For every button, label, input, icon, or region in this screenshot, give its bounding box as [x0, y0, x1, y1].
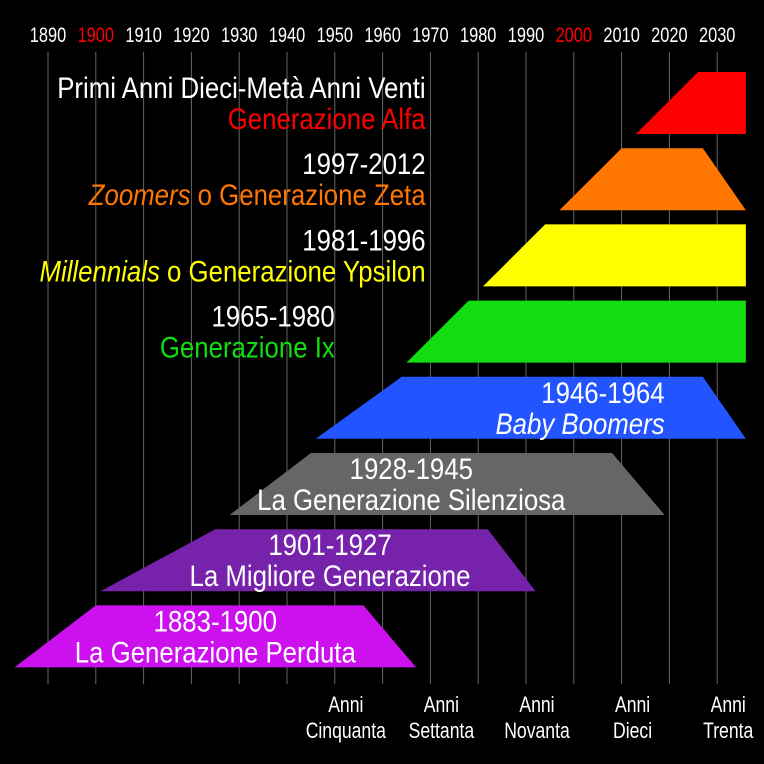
- decade-label-line2: Cinquanta: [306, 719, 387, 743]
- year-label-2010: 2010: [603, 23, 639, 46]
- year-label-2000: 2000: [556, 23, 592, 46]
- decade-labels: AnniCinquantaAnniSettantaAnniNovantaAnni…: [306, 693, 754, 743]
- generation-name-ypsilon: Millennials o Generazione Ypsilon: [39, 255, 425, 288]
- generation-name-part: Generazione Alfa: [228, 102, 426, 135]
- generation-years-silenziosa: 1928-1945: [350, 452, 473, 485]
- band-silenziosa: [229, 453, 665, 515]
- year-label-1930: 1930: [221, 23, 257, 46]
- generation-years-alfa: Primi Anni Dieci-Metà Anni Venti: [57, 71, 425, 104]
- band-alfa: [635, 72, 746, 134]
- generation-name-migliore: La Migliore Generazione: [190, 559, 471, 592]
- generation-name-part: La Migliore Generazione: [190, 559, 471, 592]
- year-label-1890: 1890: [30, 23, 66, 46]
- generation-name-perduta: La Generazione Perduta: [75, 636, 356, 669]
- year-label-1900: 1900: [78, 23, 114, 46]
- generation-name-part: Zoomers: [88, 178, 191, 211]
- generation-name-part: Millennials: [39, 255, 159, 288]
- year-label-1940: 1940: [269, 23, 305, 46]
- year-label-2030: 2030: [699, 23, 735, 46]
- generation-years-perduta: 1883-1900: [154, 605, 277, 638]
- band-ix: [406, 300, 746, 363]
- year-label-2020: 2020: [651, 23, 687, 46]
- decade-label-line2: Trenta: [703, 719, 754, 743]
- band-perduta: [14, 605, 417, 668]
- year-label-1990: 1990: [508, 23, 544, 46]
- year-label-1960: 1960: [364, 23, 400, 46]
- generation-name-alfa: Generazione Alfa: [228, 102, 426, 135]
- band-ypsilon: [482, 224, 746, 287]
- decade-label-line1: Anni: [424, 693, 459, 717]
- generation-name-part: Baby Boomers: [495, 407, 664, 440]
- year-label-1950: 1950: [317, 23, 353, 46]
- generation-name-zeta: Zoomers o Generazione Zeta: [88, 178, 426, 211]
- generation-years-ix: 1965-1980: [211, 300, 334, 333]
- decade-label-line2: Settanta: [409, 719, 475, 743]
- decade-label-line1: Anni: [615, 693, 650, 717]
- generation-years-zeta: 1997-2012: [302, 147, 425, 180]
- decade-label-line2: Novanta: [504, 719, 570, 743]
- year-label-1970: 1970: [412, 23, 448, 46]
- generation-name-part: o Generazione Ypsilon: [160, 255, 426, 288]
- generation-years-boomers: 1946-1964: [541, 376, 664, 409]
- decade-label-line2: Dieci: [613, 719, 652, 743]
- year-label-1920: 1920: [173, 23, 209, 46]
- generation-years-migliore: 1901-1927: [268, 528, 391, 561]
- generation-name-silenziosa: La Generazione Silenziosa: [257, 483, 566, 516]
- generation-bands: [14, 72, 746, 668]
- year-label-1910: 1910: [125, 23, 161, 46]
- decade-label-line1: Anni: [711, 693, 746, 717]
- year-axis: 1890 1900 1910 1920 1930 1940 1950 1960 1970 1980…: [30, 23, 736, 46]
- band-boomers: [315, 376, 746, 439]
- decade-label-line1: Anni: [328, 693, 363, 717]
- band-migliore: [100, 529, 536, 592]
- decade-label-line1: Anni: [519, 693, 554, 717]
- generation-name-part: La Generazione Silenziosa: [257, 483, 566, 516]
- generation-name-boomers: Baby Boomers: [495, 407, 664, 440]
- generation-name-part: o Generazione Zeta: [190, 178, 426, 211]
- generation-years-ypsilon: 1981-1996: [302, 224, 425, 257]
- generation-labels: Primi Anni Dieci-Metà Anni VentiGenerazi…: [39, 71, 664, 669]
- generation-name-part: Generazione Ix: [160, 331, 335, 364]
- band-zeta: [559, 148, 746, 211]
- year-label-1980: 1980: [460, 23, 496, 46]
- generation-name-ix: Generazione Ix: [160, 331, 335, 364]
- generation-name-part: La Generazione Perduta: [75, 636, 356, 669]
